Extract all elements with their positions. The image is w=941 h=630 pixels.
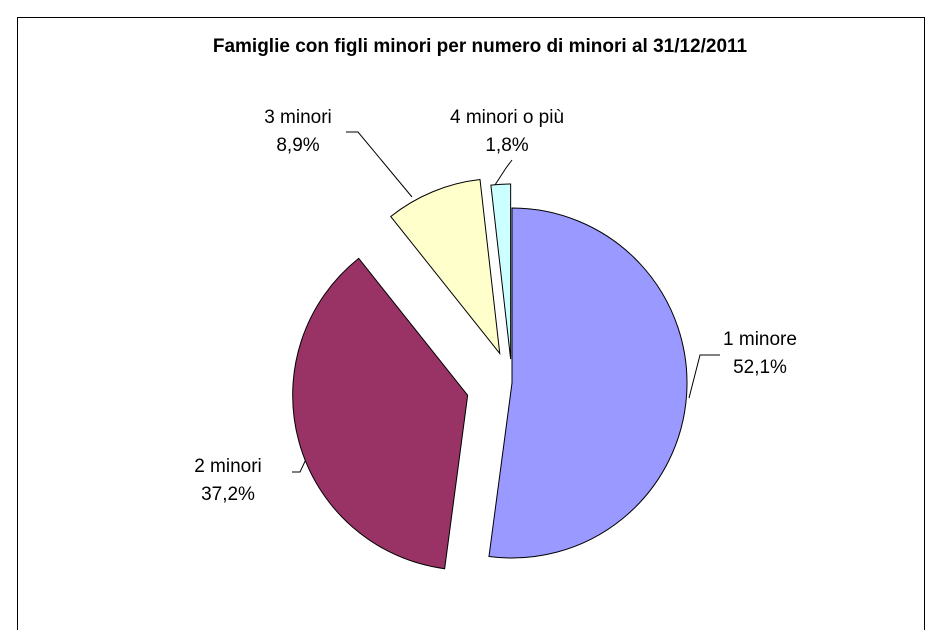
slice-value-label: 1,8% — [485, 135, 528, 156]
leader-lines — [292, 131, 720, 473]
slice-value-label: 37,2% — [201, 484, 255, 505]
pie-slice — [488, 207, 688, 559]
pie-slice — [490, 183, 512, 360]
slice-label: 1 minore — [723, 329, 797, 350]
slice-value-label: 8,9% — [276, 135, 319, 156]
chart-title: Famiglie con figli minori per numero di … — [213, 36, 748, 57]
pie-slice — [390, 179, 501, 356]
slice-label: 4 minori o più — [450, 107, 564, 128]
leader-line — [688, 354, 720, 399]
slice-label: 3 minori — [264, 107, 332, 128]
slice-value-label: 52,1% — [733, 357, 787, 378]
slice-label: 2 minori — [194, 456, 262, 477]
chart-frame — [17, 17, 925, 630]
pie-slice — [292, 257, 469, 570]
leader-line — [346, 131, 413, 198]
leader-line — [492, 159, 513, 189]
